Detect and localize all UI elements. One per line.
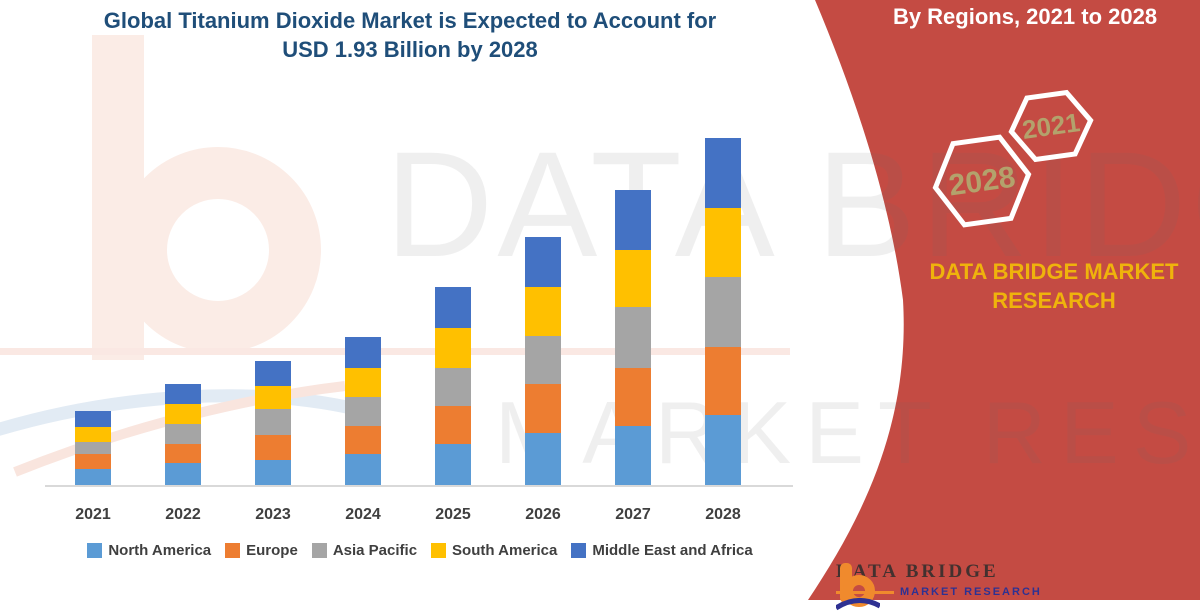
bar-segment: [705, 138, 741, 209]
bar-2024: [345, 337, 381, 485]
brand-name: DATA BRIDGE MARKET RESEARCH: [929, 259, 1179, 313]
legend-item: North America: [87, 542, 211, 559]
bar-column: [408, 138, 498, 485]
bar-segment: [705, 208, 741, 277]
bar-segment: [615, 249, 651, 308]
legend-item: Middle East and Africa: [571, 542, 753, 559]
bar-column: [318, 138, 408, 485]
bar-segment: [615, 368, 651, 426]
x-axis-label: 2028: [705, 506, 741, 523]
bar-segment: [165, 404, 201, 424]
legend-swatch: [87, 543, 103, 558]
legend-label: Middle East and Africa: [592, 542, 753, 559]
legend: North America Europe Asia Pacific South Ame…: [20, 542, 820, 559]
bar-segment: [435, 443, 471, 485]
legend-item: South America: [431, 542, 557, 559]
bar-segment: [435, 287, 471, 329]
bar-segment: [525, 237, 561, 288]
chart-title-line2: USD 1.93 Billion by 2028: [282, 37, 538, 62]
bar-segment: [165, 384, 201, 405]
x-axis-label: 2026: [525, 506, 561, 523]
bar-segment: [165, 463, 201, 485]
bar-segment: [75, 468, 111, 485]
legend-item: Asia Pacific: [311, 542, 418, 559]
plot-area: [48, 138, 768, 485]
bar-segment: [165, 423, 201, 444]
legend-swatch: [225, 543, 241, 558]
x-axis-label: 2027: [615, 506, 651, 523]
x-axis-label: 2021: [75, 506, 111, 523]
bar-segment: [705, 276, 741, 347]
legend-swatch: [571, 543, 587, 558]
legend-label: Asia Pacific: [332, 542, 418, 559]
bar-segment: [165, 443, 201, 464]
bar-2025: [435, 287, 471, 485]
bar-column: [498, 138, 588, 485]
bar-column: [138, 138, 228, 485]
bar-segment: [255, 434, 291, 460]
bar-column: [588, 138, 678, 485]
bar-segment: [345, 337, 381, 369]
x-axis-label: 2023: [255, 506, 291, 523]
bar-segment: [525, 432, 561, 485]
x-axis-line: [45, 485, 793, 487]
bar-segment: [615, 190, 651, 250]
bar-segment: [75, 411, 111, 428]
bar-segment: [75, 454, 111, 469]
x-axis-label: 2025: [435, 506, 471, 523]
bar-segment: [345, 396, 381, 426]
bar-segment: [705, 414, 741, 485]
legend-swatch: [311, 543, 327, 558]
bar-2022: [165, 384, 201, 485]
bar-2023: [255, 360, 291, 485]
data-bridge-logo-icon: [836, 563, 880, 611]
footer-logo-subtitle: MARKET RESEARCH: [900, 586, 1042, 598]
bar-segment: [345, 454, 381, 485]
bar-2027: [615, 190, 651, 485]
x-axis-label: 2022: [165, 506, 201, 523]
bar-segment: [345, 368, 381, 397]
bar-segment: [75, 427, 111, 442]
bar-segment: [525, 335, 561, 385]
bar-segment: [255, 386, 291, 410]
bar-column: [48, 138, 138, 485]
bar-segment: [435, 368, 471, 406]
legend-swatch: [431, 543, 447, 558]
bar-column: [678, 138, 768, 485]
bar-segment: [435, 405, 471, 444]
legend-label: South America: [452, 542, 558, 559]
bar-segment: [255, 409, 291, 435]
bar-segment: [705, 346, 741, 415]
chart-title-line1: Global Titanium Dioxide Market is Expect…: [103, 8, 717, 33]
bar-segment: [525, 287, 561, 336]
banner-by-regions: By Regions, 2021 to 2028: [892, 4, 1158, 29]
bar-2028: [705, 138, 741, 485]
legend-label: North America: [108, 542, 212, 559]
bar-segment: [525, 384, 561, 433]
bar-column: [228, 138, 318, 485]
x-axis-label: 2024: [345, 506, 381, 523]
bar-2026: [525, 237, 561, 485]
bar-segment: [75, 441, 111, 455]
x-axis-labels: 2021 2022 2023 2024 2025 2026 2027 2028: [48, 506, 768, 524]
legend-label: Europe: [246, 542, 298, 559]
bar-segment: [345, 425, 381, 455]
bar-segment: [255, 360, 291, 387]
chart-title: Global Titanium Dioxide Market is Expect…: [40, 6, 780, 64]
legend-item: Europe: [225, 542, 298, 559]
bar-segment: [255, 459, 291, 485]
bar-2021: [75, 411, 111, 485]
bar-segment: [435, 328, 471, 369]
bar-segment: [615, 425, 651, 485]
bar-segment: [615, 307, 651, 369]
footer-logo: DATA BRIDGE MARKET RESEARCH: [836, 561, 1042, 611]
